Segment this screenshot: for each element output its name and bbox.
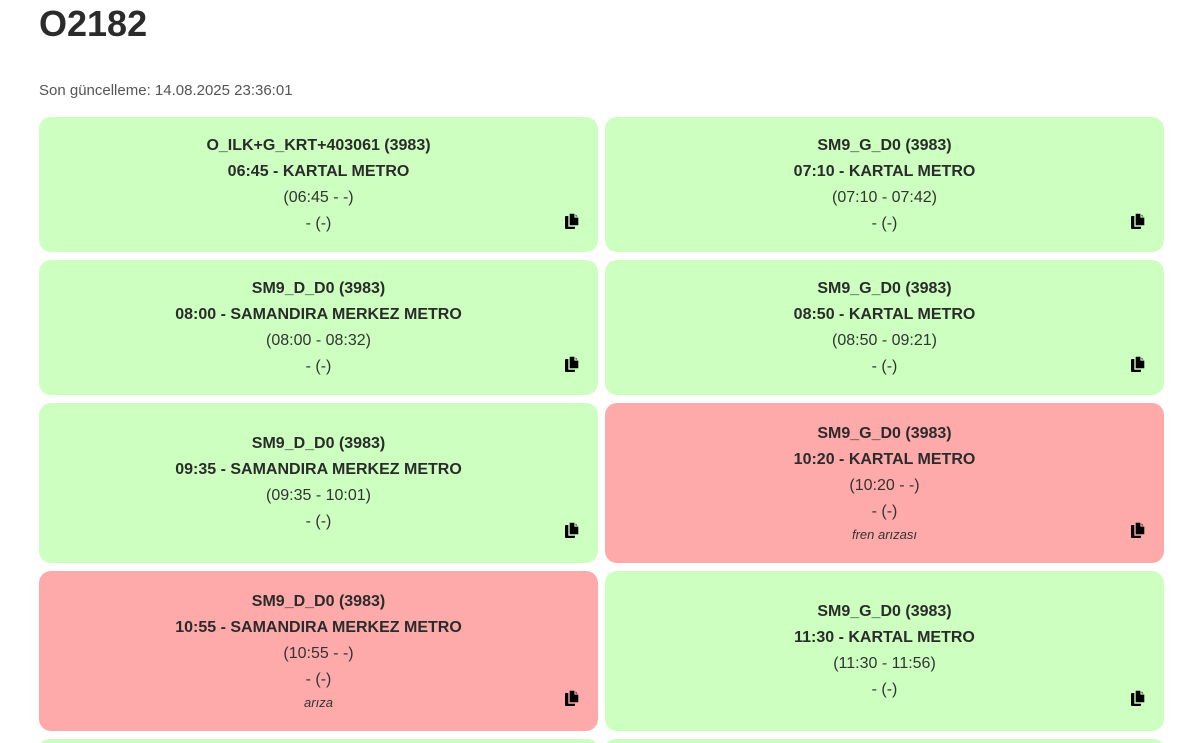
trip-extra: - (-) [305,357,332,375]
trip-route: SM9_D_D0 (3983) [251,435,386,452]
trip-departure: 08:50 - KARTAL METRO [793,305,976,323]
trip-note: fren arızası [851,527,918,542]
trip-card: SM9_G_D0 (3983) 08:50 - KARTAL METRO (08:5… [605,260,1164,395]
trip-times: (08:00 - 08:32) [266,331,371,349]
trip-departure: 06:45 - KARTAL METRO [227,162,410,180]
trip-route: O_ILK+G_KRT+403061 (3983) [206,136,431,154]
trip-departure: 09:35 - SAMANDIRA MERKEZ METRO [175,461,462,478]
trip-card: SM9_D_D0 (3983) 08:00 - SAMANDIRA MERKEZ … [39,260,598,395]
trip-card-partial [39,739,598,743]
trip-times: (09:35 - 10:01) [266,487,371,504]
trip-times: (07:10 - 07:42) [832,188,937,206]
trip-departure: 07:10 - KARTAL METRO [793,162,976,180]
copy-icon[interactable] [564,212,581,230]
trip-times: (10:20 - -) [849,477,920,494]
trip-times: (08:50 - 09:21) [832,331,937,349]
copy-icon[interactable] [564,689,581,707]
trip-route: SM9_G_D0 (3983) [817,603,952,620]
trip-card: SM9_G_D0 (3983) 10:20 - KARTAL METRO (10:2… [605,403,1164,563]
trip-extra: - (-) [871,357,898,375]
trip-times: (11:30 - 11:56) [833,655,936,672]
trip-extra: - (-) [305,671,332,688]
trip-times: (06:45 - -) [283,188,354,206]
trip-extra: - (-) [305,513,332,530]
last-updated: Son güncelleme: 14.08.2025 23:36:01 [39,82,293,99]
trip-card: SM9_G_D0 (3983) 11:30 - KARTAL METRO (11:3… [605,571,1164,731]
trip-route: SM9_G_D0 (3983) [817,425,952,442]
trip-card-partial [605,739,1164,743]
trip-departure: 11:30 - KARTAL METRO [794,629,975,646]
page-title: O2182 [39,3,148,44]
trip-extra: - (-) [871,681,898,698]
copy-icon[interactable] [1130,521,1147,539]
trip-grid: O_ILK+G_KRT+403061 (3983) 06:45 - KARTAL … [39,117,1164,731]
trip-extra: - (-) [871,214,898,232]
copy-icon[interactable] [1130,689,1147,707]
trip-extra: - (-) [305,214,332,232]
trip-card: SM9_G_D0 (3983) 07:10 - KARTAL METRO (07:1… [605,117,1164,252]
trip-route: SM9_D_D0 (3983) [251,593,386,610]
trip-departure: 10:55 - SAMANDIRA MERKEZ METRO [175,619,462,636]
trip-route: SM9_G_D0 (3983) [817,279,952,297]
trip-card: O_ILK+G_KRT+403061 (3983) 06:45 - KARTAL … [39,117,598,252]
trip-departure: 10:20 - KARTAL METRO [793,451,976,468]
trip-card: SM9_D_D0 (3983) 10:55 - SAMANDIRA MERKEZ … [39,571,598,731]
trip-route: SM9_G_D0 (3983) [817,136,952,154]
trip-card: SM9_D_D0 (3983) 09:35 - SAMANDIRA MERKEZ … [39,403,598,563]
trip-departure: 08:00 - SAMANDIRA MERKEZ METRO [175,305,462,323]
copy-icon[interactable] [564,355,581,373]
copy-icon[interactable] [1130,355,1147,373]
copy-icon[interactable] [564,521,581,539]
trip-route: SM9_D_D0 (3983) [251,279,386,297]
trip-extra: - (-) [871,503,898,520]
copy-icon[interactable] [1130,212,1147,230]
trip-note: arıza [304,695,333,710]
trip-times: (10:55 - -) [283,645,354,662]
